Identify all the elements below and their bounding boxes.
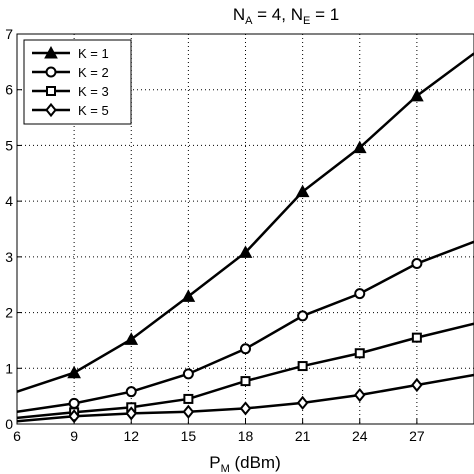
series-2-point	[354, 288, 366, 300]
series-2-point	[68, 397, 80, 409]
x-tick-label: 9	[70, 428, 78, 444]
chart-title-mid: = 4, N	[252, 5, 303, 24]
chart-title-main: N	[233, 5, 245, 24]
series-1-point	[181, 289, 196, 302]
series-1-point	[410, 88, 424, 102]
y-tick-label: 7	[5, 26, 13, 42]
legend-label: K = 1	[78, 46, 109, 61]
x-tick-label: 27	[409, 428, 425, 444]
x-axis-title-main: P	[209, 453, 220, 472]
x-tick-label: 6	[13, 428, 21, 444]
y-tick-label: 4	[5, 193, 13, 209]
x-axis-title: PM (dBm)	[209, 453, 281, 474]
series-3-point	[354, 348, 365, 359]
series-3-point	[297, 361, 308, 372]
series-1-point	[295, 184, 310, 198]
legend-marker	[45, 66, 57, 78]
x-tick-label: 15	[181, 428, 197, 444]
series-2-point	[125, 386, 137, 398]
series-4-point	[182, 404, 195, 419]
series-4-point	[353, 387, 366, 403]
x-tick-label: 21	[295, 428, 311, 444]
series-3-point	[240, 376, 251, 387]
series-2-point	[411, 258, 423, 270]
y-tick-label: 1	[5, 360, 13, 376]
series-4-point	[239, 401, 252, 416]
legend-label: K = 2	[78, 65, 109, 80]
y-tick-label: 6	[5, 82, 13, 98]
series-1-point	[67, 365, 81, 379]
x-axis-title-tail: (dBm)	[230, 453, 281, 472]
series-1-point	[124, 332, 139, 345]
legend-label: K = 5	[78, 103, 109, 118]
series-1-point	[238, 245, 253, 258]
y-tick-label: 2	[5, 305, 13, 321]
plot-frame	[16, 33, 474, 425]
y-tick-label: 3	[5, 249, 13, 265]
chart-title-sub-e: E	[303, 15, 310, 27]
legend-label: K = 3	[78, 84, 109, 99]
x-tick-label: 12	[123, 428, 139, 444]
chart-title-sub-a: A	[245, 15, 253, 27]
series-1-point	[352, 140, 367, 154]
series-4-point	[125, 406, 138, 421]
x-tick-label: 24	[352, 428, 368, 444]
series-2-point	[182, 368, 194, 380]
legend-marker	[44, 45, 58, 59]
x-axis-title-sub: M	[221, 463, 230, 474]
x-tick-label: 18	[238, 428, 254, 444]
series-layer	[17, 52, 474, 424]
series-2-point	[240, 343, 251, 355]
legend-marker	[46, 86, 56, 96]
series-4-point	[296, 395, 309, 410]
legend-marker	[45, 102, 57, 118]
series-2-point	[297, 310, 309, 322]
y-tick-label: 0	[5, 416, 13, 432]
series-3-point	[183, 393, 194, 404]
series-3-point	[411, 332, 422, 343]
y-tick-label: 5	[5, 137, 13, 153]
chart-title-tail: = 1	[310, 5, 339, 24]
series-4-point	[411, 377, 423, 393]
legend: K = 1 K = 2 K = 3 K = 5	[23, 39, 132, 125]
chart-title: NA = 4, NE = 1	[233, 5, 339, 27]
